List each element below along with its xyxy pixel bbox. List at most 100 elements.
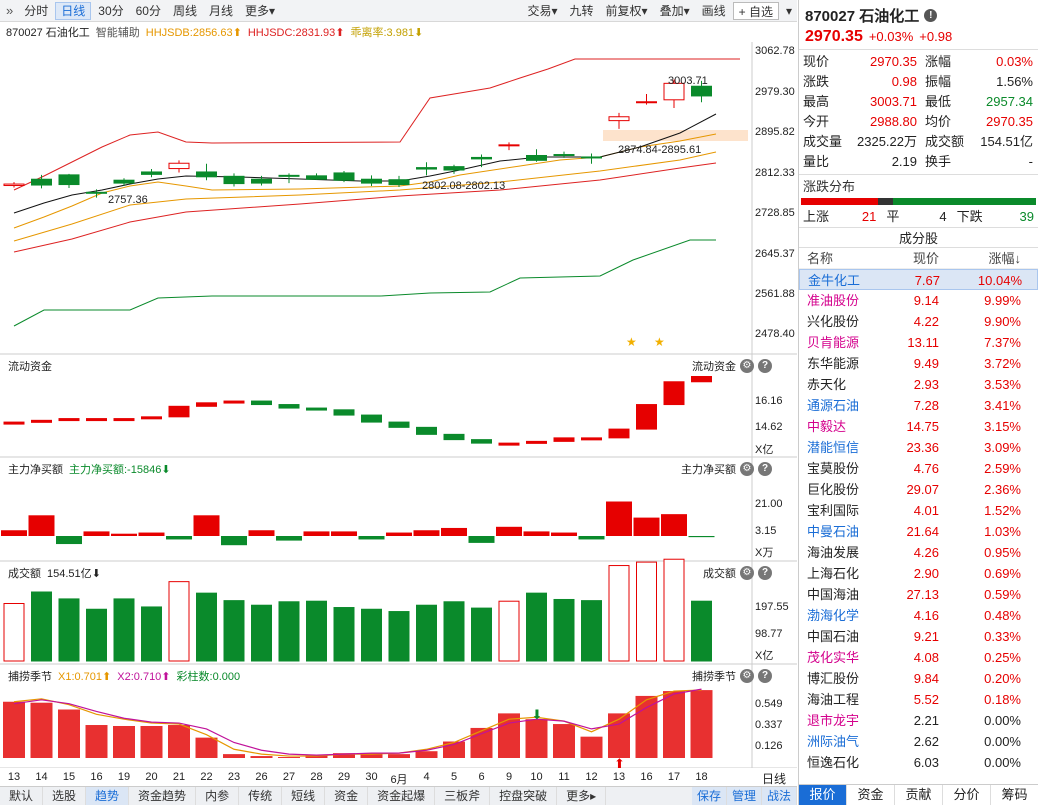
candle[interactable]: [141, 171, 162, 175]
candle[interactable]: [278, 174, 300, 177]
stock-row[interactable]: 渤海化学 4.16 0.48%: [799, 605, 1038, 626]
stock-name[interactable]: 兴化股份: [807, 314, 860, 329]
col-name[interactable]: 名称: [807, 251, 834, 266]
stock-row[interactable]: 上海石化 2.90 0.69%: [799, 563, 1038, 584]
stock-row[interactable]: 兴化股份 4.22 9.90%: [799, 311, 1038, 332]
settings-icon[interactable]: ⚙: [740, 669, 754, 683]
toolbar-button[interactable]: 周线: [172, 3, 197, 18]
candle[interactable]: [223, 175, 245, 185]
settings-icon[interactable]: ⚙: [740, 359, 754, 373]
stock-row[interactable]: 准油股份 9.14 9.99%: [799, 290, 1038, 311]
candle[interactable]: [251, 178, 272, 184]
candle[interactable]: [388, 179, 410, 186]
toolbar-button[interactable]: 30分: [98, 3, 124, 18]
stock-row[interactable]: 博汇股份 9.84 0.20%: [799, 668, 1038, 689]
candle[interactable]: [31, 178, 52, 186]
candle[interactable]: [306, 175, 327, 180]
candle[interactable]: [416, 167, 437, 170]
candle[interactable]: [58, 174, 80, 186]
toolbar-button[interactable]: + 自选: [732, 1, 779, 20]
col-price[interactable]: 现价: [912, 251, 939, 266]
toolbar-button[interactable]: 60分: [135, 3, 161, 18]
quote-tab[interactable]: 筹码: [991, 785, 1038, 805]
bottom-tab[interactable]: 三板斧: [435, 787, 491, 805]
toolbar-button[interactable]: 前复权▾: [605, 3, 648, 18]
info-icon[interactable]: !: [924, 9, 938, 22]
stock-name[interactable]: 贝肯能源: [807, 335, 860, 350]
candle[interactable]: [608, 116, 630, 122]
bottom-tab[interactable]: 短线: [282, 787, 326, 805]
quote-tab[interactable]: 资金: [847, 785, 895, 805]
stock-row[interactable]: 恒逸石化 6.03 0.00%: [799, 752, 1038, 773]
candle[interactable]: [443, 166, 465, 171]
stock-row[interactable]: 通源石油 7.28 3.41%: [799, 395, 1038, 416]
stock-row[interactable]: 宝莫股份 4.76 2.59%: [799, 458, 1038, 479]
settings-icon[interactable]: ⚙: [740, 462, 754, 476]
help-icon[interactable]: ?: [758, 669, 772, 683]
stock-name[interactable]: 准油股份: [807, 293, 860, 308]
toolbar-button[interactable]: 交易▾: [527, 3, 558, 18]
smart-assist-label[interactable]: 智能辅助: [95, 27, 140, 39]
candle[interactable]: [581, 156, 602, 159]
candle[interactable]: [333, 172, 355, 181]
candle[interactable]: [471, 156, 492, 160]
stock-name[interactable]: 中曼石油: [807, 524, 860, 539]
stock-name[interactable]: 恒逸石化: [807, 755, 860, 770]
bottom-tab[interactable]: 资金起爆: [368, 787, 436, 805]
help-icon[interactable]: ?: [758, 462, 772, 476]
bottom-tab[interactable]: 趋势: [86, 787, 130, 805]
stock-name[interactable]: 上海石化: [807, 566, 860, 581]
stock-name[interactable]: 中国海油: [807, 587, 860, 602]
stock-name[interactable]: 渤海化学: [807, 608, 860, 623]
toolbar-button[interactable]: 分时: [24, 3, 49, 18]
toolbar-button[interactable]: 叠加▾: [659, 3, 690, 18]
stock-row[interactable]: 中毅达 14.75 3.15%: [799, 416, 1038, 437]
settings-icon[interactable]: ⚙: [740, 566, 754, 580]
bottom-tab[interactable]: 资金: [325, 787, 369, 805]
toolbar-button[interactable]: 月线: [209, 3, 234, 18]
candle[interactable]: [691, 85, 712, 97]
candle[interactable]: [526, 154, 547, 161]
candle[interactable]: [113, 179, 135, 184]
stock-name[interactable]: 海油工程: [807, 692, 860, 707]
stock-row[interactable]: 洲际油气 2.62 0.00%: [799, 731, 1038, 752]
stock-name[interactable]: 中毅达: [807, 419, 847, 434]
stock-name[interactable]: 海油发展: [807, 545, 860, 560]
stock-row[interactable]: 宝利国际 4.01 1.52%: [799, 500, 1038, 521]
stock-name[interactable]: 通源石油: [807, 398, 860, 413]
stock-row[interactable]: 茂化实华 4.08 0.25%: [799, 647, 1038, 668]
candle[interactable]: [196, 171, 217, 178]
toolbar-button[interactable]: ▾: [785, 3, 792, 18]
stock-name[interactable]: 宝莫股份: [807, 461, 860, 476]
candle[interactable]: [498, 144, 520, 147]
kline-chart[interactable]: ⬇ ⬆ 3003.71 2757.36 2874.84-2895.61 2802.…: [0, 0, 797, 768]
bottom-tab[interactable]: 内参: [196, 787, 240, 805]
bottom-tab[interactable]: 选股: [43, 787, 87, 805]
bottom-tab[interactable]: 更多▸: [557, 787, 607, 805]
stock-row[interactable]: 退市龙宇 2.21 0.00%: [799, 710, 1038, 731]
toolbar-button[interactable]: 画线: [701, 3, 726, 18]
stock-name[interactable]: 赤天化: [807, 377, 847, 392]
bottom-tab[interactable]: 管理: [726, 787, 762, 805]
stock-name[interactable]: 茂化实华: [807, 650, 860, 665]
candle[interactable]: [663, 82, 685, 101]
toolbar-button[interactable]: 九转: [569, 3, 594, 18]
stock-name[interactable]: 宝利国际: [807, 503, 860, 518]
toolbar-button[interactable]: 日线: [55, 1, 92, 20]
candle[interactable]: [86, 191, 107, 194]
bottom-tab[interactable]: 战法: [761, 787, 797, 805]
help-icon[interactable]: ?: [758, 566, 772, 580]
stock-name[interactable]: 东华能源: [807, 356, 860, 371]
stock-row[interactable]: 海油工程 5.52 0.18%: [799, 689, 1038, 710]
stock-name[interactable]: 洲际油气: [807, 734, 860, 749]
help-icon[interactable]: ?: [758, 359, 772, 373]
stock-name[interactable]: 巨化股份: [807, 482, 860, 497]
bottom-tab[interactable]: 控盘突破: [490, 787, 558, 805]
quote-tab[interactable]: 报价: [799, 785, 847, 805]
candle[interactable]: [636, 101, 657, 104]
stock-row[interactable]: 中曼石油 21.64 1.03%: [799, 521, 1038, 542]
bottom-tab[interactable]: 资金趋势: [129, 787, 197, 805]
quote-tab[interactable]: 贡献: [895, 785, 943, 805]
stock-row[interactable]: 中国海油 27.13 0.59%: [799, 584, 1038, 605]
stock-row[interactable]: 中国石油 9.21 0.33%: [799, 626, 1038, 647]
